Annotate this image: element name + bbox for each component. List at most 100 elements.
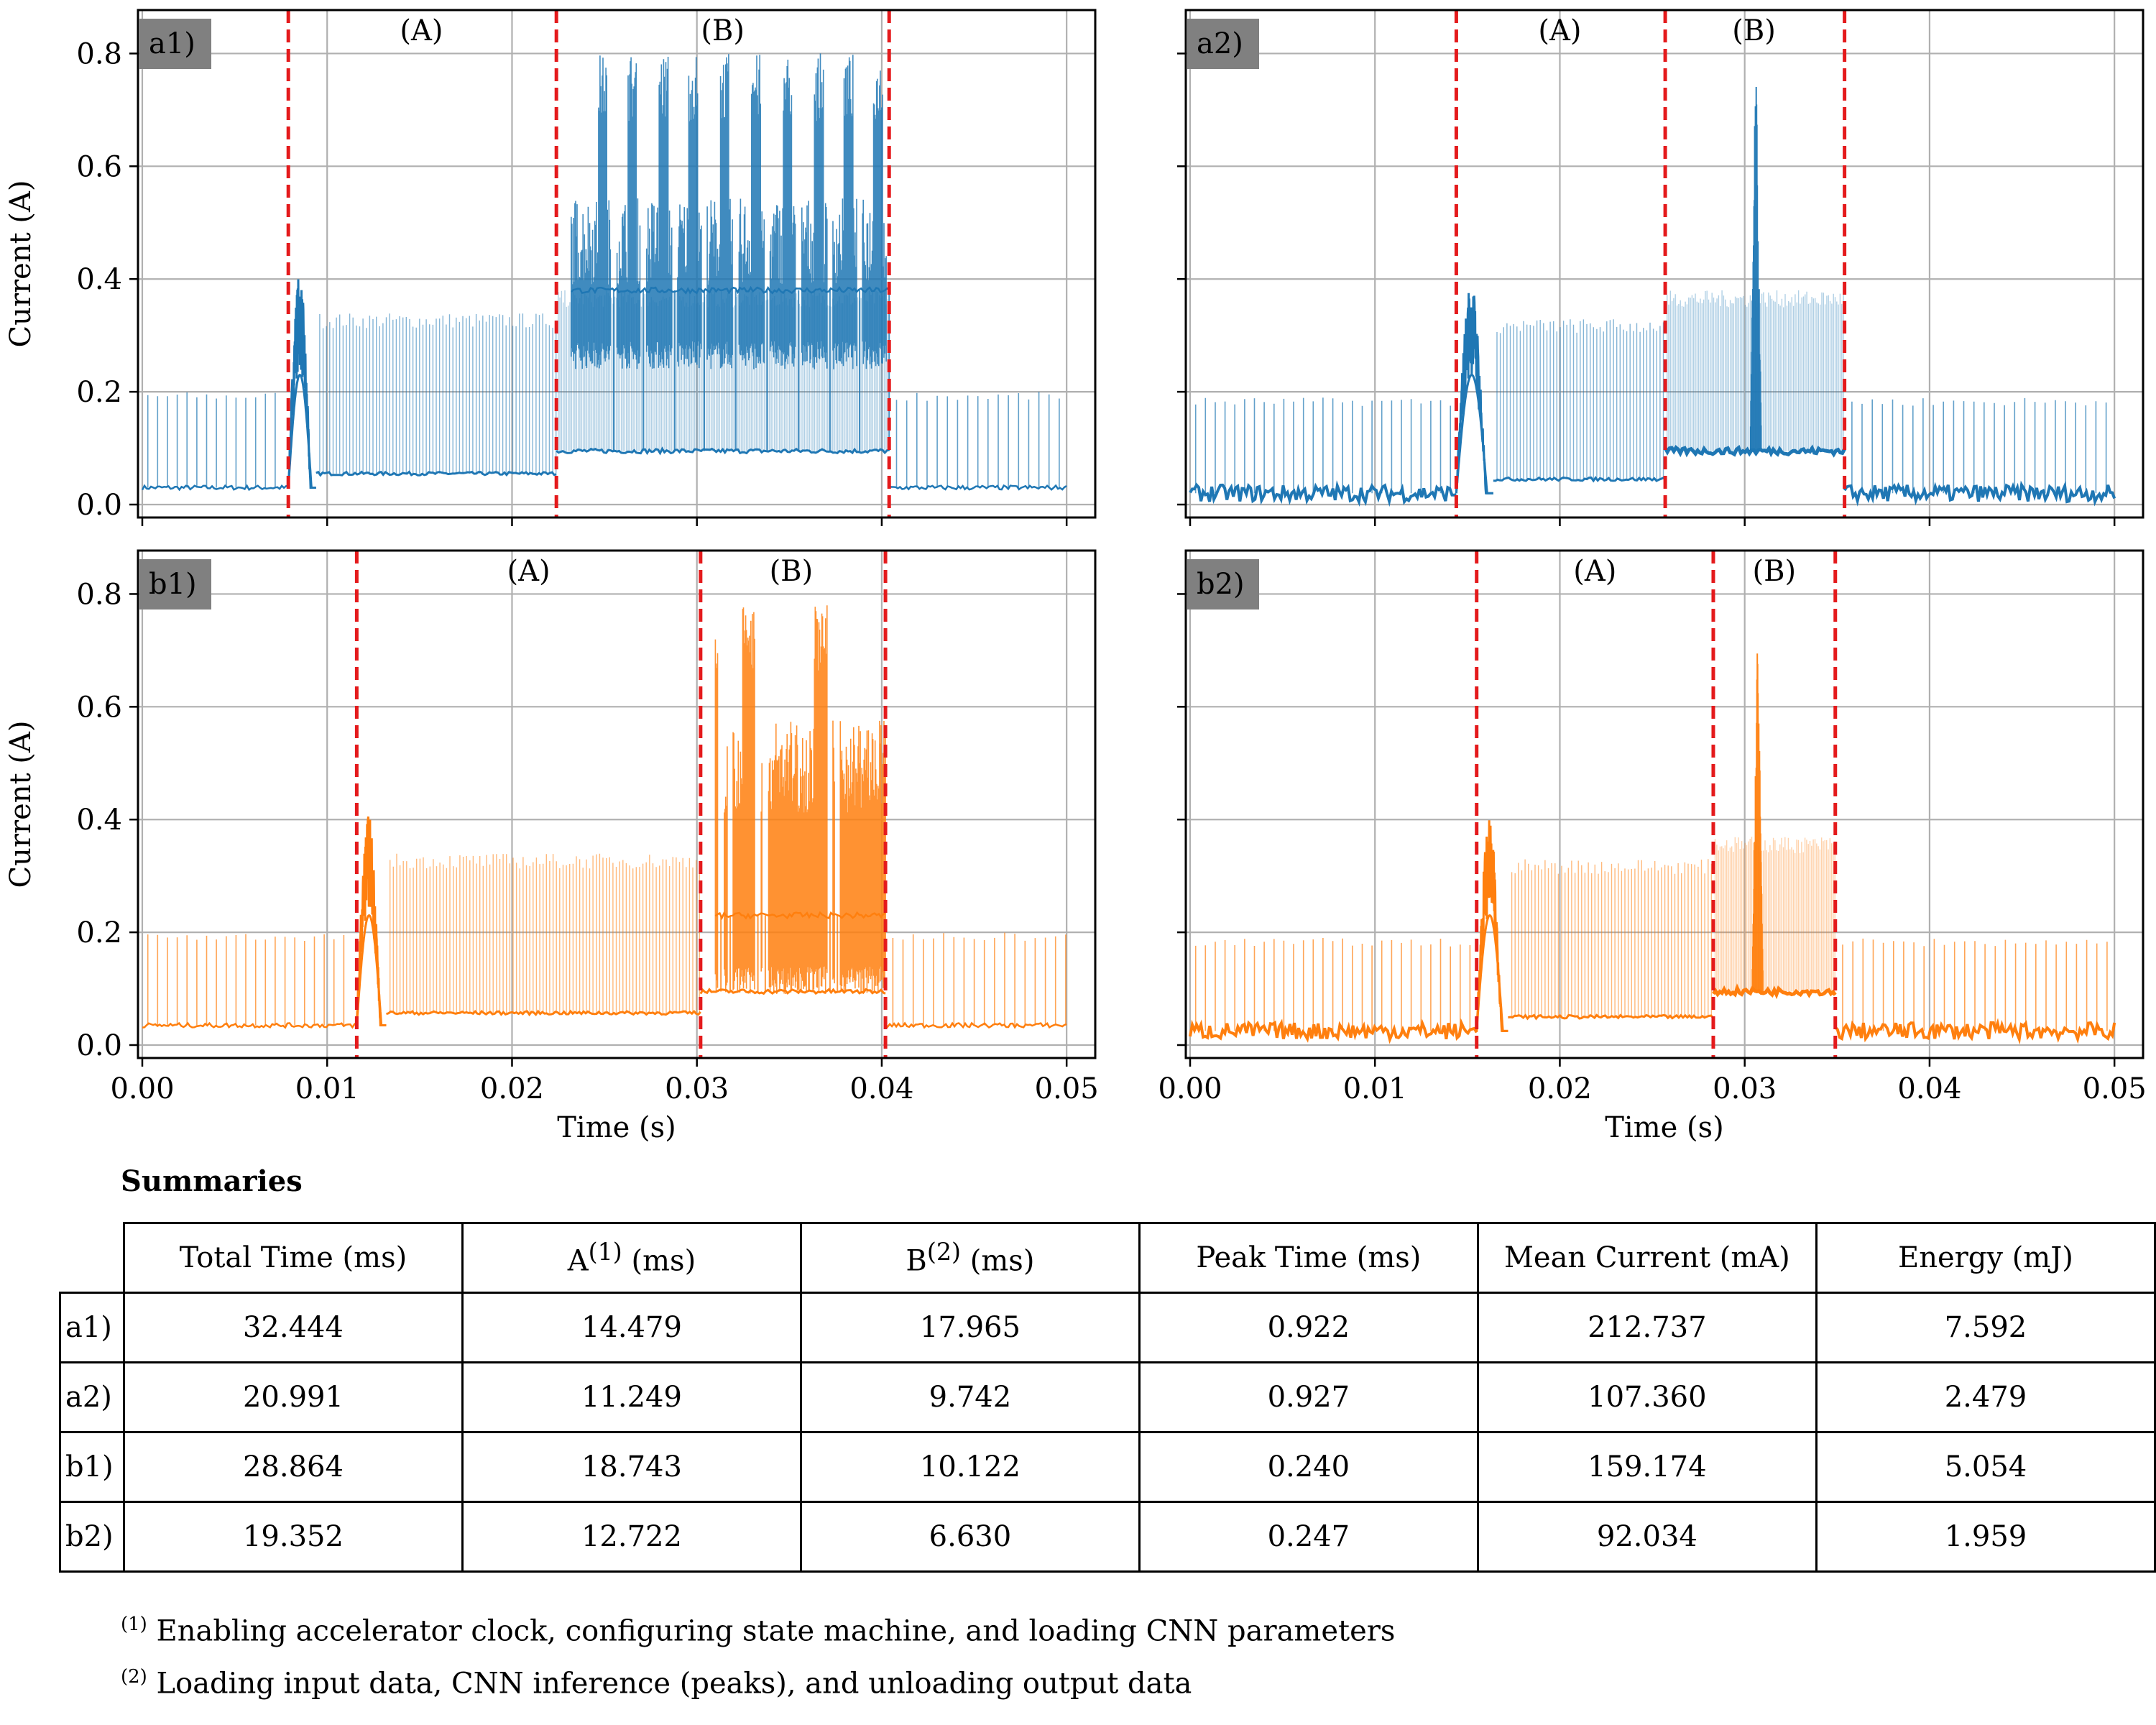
cell-total-time: 19.352 [122,1501,464,1573]
x-tick-label: 0.04 [1897,1072,1961,1105]
phase-label: (B) [701,14,745,47]
table-row: b2) 19.352 12.722 6.630 0.247 92.034 1.9… [59,1501,2156,1573]
cell-a: 11.249 [461,1361,802,1433]
phase-a-spikes [1496,319,1664,479]
row-label: b2) [59,1501,125,1573]
plot-frame [137,9,1097,519]
baseline-spikes-pre [147,934,345,1026]
baseline-spikes-pre [147,392,276,488]
phase-b-burst [571,53,887,369]
cell-energy: 2.479 [1815,1361,2156,1433]
phase-b-mid-level [570,285,890,295]
table-row: b1) 28.864 18.743 10.122 0.240 159.174 5… [59,1431,2156,1503]
phase-a-spikes [1511,859,1713,1017]
row-label: a2) [59,1361,125,1433]
x-tick-label: 0.02 [1528,1072,1592,1105]
signal-trace [1189,653,2116,1045]
header-a: A(1) (ms) [461,1222,802,1294]
baseline-spikes-post [1851,397,2107,494]
y-tick-label: 0.0 [76,489,122,522]
panel-label-box [1187,559,1259,610]
baseline-spikes-pre [1194,938,1471,1031]
phase-b-low [556,446,890,456]
panel-b1: (A) (B) b1) 0.00 0.01 0.02 0.03 0.04 0.05 0.0 0.2 0… [4,549,1099,1144]
signal-trace [142,605,1067,1029]
startup-peak [1455,293,1493,494]
header-total-time: Total Time (ms) [122,1222,464,1294]
footnote-2: (2) Loading input data, CNN inference (p… [121,1666,1192,1701]
baseline-pre [1189,1018,1478,1044]
phase-a-spikes [390,853,700,1013]
x-axis-label: Time (s) [557,1111,676,1144]
cell-total-time: 28.864 [122,1431,464,1503]
x-tick-label: 0.02 [480,1072,544,1105]
phase-b-inference-peak [1751,653,1764,992]
phase-b-burst [714,605,886,994]
cell-a: 18.743 [461,1431,802,1503]
y-tick-label: 0.8 [76,578,122,611]
y-tick-label: 0.4 [76,804,122,837]
cell-mean-current: 212.737 [1476,1292,1818,1363]
startup-peak-envelope [287,374,316,489]
x-tick-label: 0.01 [1343,1072,1407,1105]
phase-label: (B) [770,555,814,588]
panel-label: a1) [149,27,195,60]
cell-b: 10.122 [799,1431,1141,1503]
cell-peak-time: 0.240 [1138,1431,1479,1503]
x-tick-label: 0.00 [110,1072,174,1105]
y-tick-label: 0.4 [76,263,122,296]
x-tick-label: 0.03 [665,1072,729,1105]
panel-label: a2) [1197,27,1243,60]
cell-b: 6.630 [799,1501,1141,1573]
current-charts: (A) (B) a1) 0.0 0.2 0.4 0.6 0.8 Current (A) (A) (B… [4,9,2147,1144]
signal-trace [1189,87,2116,507]
phase-b-low [1711,983,1837,1000]
x-tick-label: 0.01 [295,1072,359,1105]
phase-label: (A) [507,555,550,588]
cell-a: 12.722 [461,1501,802,1573]
baseline-pre [142,1021,358,1029]
row-label: a1) [59,1292,125,1363]
cell-energy: 1.959 [1815,1501,2156,1573]
panel-label-box [1187,19,1259,69]
row-label: b1) [59,1431,125,1503]
panel-b2: (A) (B) b2) 0.00 0.01 0.02 0.03 0.04 0.05 Time (s… [1158,549,2147,1144]
cell-a: 14.479 [461,1292,802,1363]
header-b: B(2) (ms) [799,1222,1141,1294]
startup-peak-envelope [1455,374,1493,494]
cell-total-time: 20.991 [122,1361,464,1433]
plot-frame [1184,549,2145,1059]
table-row: a1) 32.444 14.479 17.965 0.922 212.737 7… [59,1292,2156,1363]
phase-b-spikes [1667,290,1844,451]
header-energy: Energy (mJ) [1815,1222,2156,1294]
table-row: a2) 20.991 11.249 9.742 0.927 107.360 2.… [59,1361,2156,1433]
y-tick-label: 0.6 [76,150,122,183]
plot-frame [1184,9,2145,519]
phase-label: (B) [1753,555,1797,588]
panel-label: b1) [149,568,197,601]
baseline-spikes-post [892,932,1067,1026]
baseline-spikes-pre [1194,397,1451,494]
cell-b: 17.965 [799,1292,1141,1363]
cell-b: 9.742 [799,1361,1141,1433]
baseline-spikes-post [1842,938,2108,1031]
cell-energy: 7.592 [1815,1292,2156,1363]
panel-a1: (A) (B) a1) 0.0 0.2 0.4 0.6 0.8 Current (A) [4,9,1097,526]
header-mean-current: Mean Current (mA) [1476,1222,1818,1294]
summary-title: Summaries [121,1164,303,1198]
phase-label: (A) [1538,14,1581,47]
phase-b-low [699,988,886,995]
table-corner [60,1223,125,1294]
plot-frame [137,549,1097,1059]
y-tick-label: 0.0 [76,1029,122,1062]
x-tick-label: 0.03 [1713,1072,1777,1105]
signal-trace [141,53,1067,492]
y-tick-label: 0.2 [76,376,122,409]
cell-peak-time: 0.922 [1138,1292,1479,1363]
y-tick-label: 0.2 [76,916,122,949]
y-tick-label: 0.8 [76,37,122,70]
x-tick-label: 0.05 [2083,1072,2147,1105]
table-header-row: Total Time (ms) A(1) (ms) B(2) (ms) Peak… [60,1222,2156,1294]
x-tick-label: 0.05 [1035,1072,1099,1105]
baseline-post [1843,480,2116,507]
